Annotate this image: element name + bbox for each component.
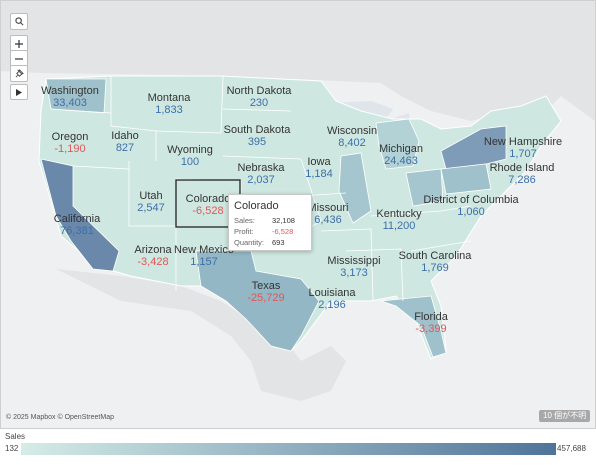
state-texas [195, 250, 320, 352]
state-tooltip: Colorado Sales: 32,108 Profit: -6,528 Quan… [228, 194, 312, 251]
tooltip-quantity-label: Quantity: [234, 238, 265, 247]
pin-icon [15, 69, 24, 78]
tooltip-profit-value: -6,528 [272, 227, 294, 236]
toolbar-expand-button[interactable] [10, 84, 28, 100]
tooltip-sales-value: 32,108 [272, 216, 295, 225]
us-map[interactable] [1, 1, 595, 428]
legend-max: 457,688 [557, 444, 586, 453]
tooltip-title: Colorado [234, 200, 279, 212]
search-icon [14, 17, 23, 26]
pin-button[interactable] [10, 65, 28, 82]
state-california [40, 158, 120, 272]
legend-title: Sales [5, 432, 26, 441]
zoom-in-button[interactable] [10, 35, 28, 52]
play-icon [16, 88, 22, 96]
map-viewport[interactable]: Washington 33,403 Oregon -1,190 California… [0, 0, 596, 429]
search-button[interactable] [10, 13, 28, 30]
state-illinois [338, 152, 372, 224]
legend-color-ramp [21, 443, 556, 455]
state-ohio [405, 168, 444, 207]
zoom-out-icon [15, 57, 23, 60]
legend-min: 132 [5, 444, 19, 453]
mexico-land [56, 269, 346, 401]
map-attribution[interactable]: © 2025 Mapbox © OpenStreetMap [6, 414, 114, 421]
state-washington [45, 78, 107, 114]
tooltip-sales-label: Sales: [234, 216, 255, 225]
canada-land [1, 1, 595, 121]
unknown-locations-badge[interactable]: 10 個が不明 [539, 410, 591, 422]
state-pennsylvania [440, 163, 492, 195]
tooltip-quantity-value: 693 [272, 238, 285, 247]
state-florida [380, 295, 447, 358]
state-michigan [375, 118, 420, 170]
zoom-in-icon [15, 39, 23, 48]
tooltip-profit-label: Profit: [234, 227, 254, 236]
